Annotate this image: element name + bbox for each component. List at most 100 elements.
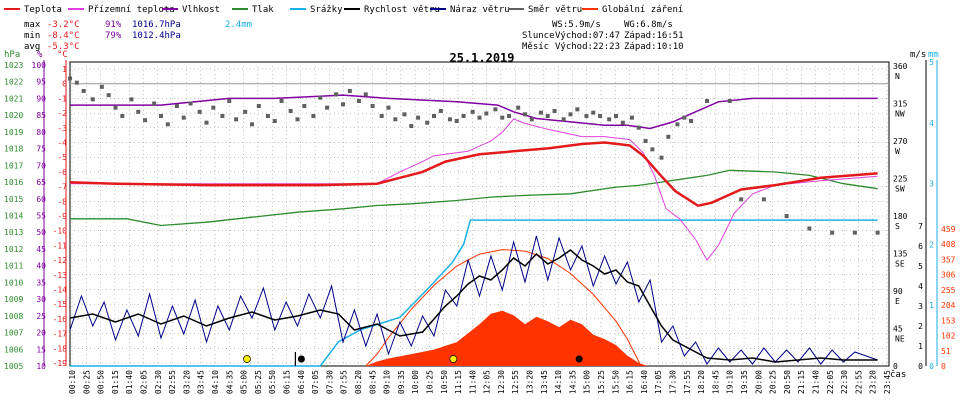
hpa-tick-9: 1014	[4, 212, 23, 221]
x-tick-16: 06:40	[297, 370, 306, 394]
wind-dir-point-8	[129, 97, 134, 102]
wind-dir-point-28	[279, 99, 284, 103]
stat-avg-label: avg	[24, 42, 40, 52]
wind-dir-point-83	[705, 99, 709, 103]
pct-tick-10: 50	[36, 228, 46, 237]
wind-dir-point-29	[288, 109, 293, 113]
wind-dir-point-5	[106, 93, 111, 98]
wind-dir-point-38	[356, 99, 361, 103]
wind-dir-point-89	[830, 230, 835, 235]
x-tick-15: 06:15	[282, 370, 291, 394]
stat-max-temp: -3.2°C	[47, 20, 80, 30]
stat-avg-temp: -5.3°C	[47, 42, 80, 52]
wind-dir-point-91	[875, 230, 880, 235]
axis-ms-unit: m/s	[910, 50, 926, 60]
dir-name-6: E	[895, 297, 900, 306]
x-tick-11: 04:35	[225, 370, 234, 394]
temp-tick-20: -19	[53, 359, 68, 368]
temp-tick-19: -18	[53, 344, 68, 353]
series-theoretical-radiation	[365, 249, 642, 367]
temp-tick-15: -14	[53, 286, 68, 295]
wind-dir-point-81	[682, 115, 687, 120]
pct-tick-14: 30	[36, 295, 46, 304]
moon-set: Západ:10:10	[624, 42, 684, 52]
temp-tick-3: -2	[57, 109, 67, 118]
x-tick-24: 10:00	[411, 370, 420, 394]
mm-tick-5: 0	[929, 362, 934, 371]
wind-dir-point-41	[379, 114, 384, 118]
x-tick-7: 02:55	[168, 370, 177, 394]
x-tick-1: 00:25	[82, 370, 91, 394]
x-tick-20: 08:20	[354, 370, 363, 394]
wind-dir-point-74	[629, 115, 634, 120]
x-tick-29: 12:05	[483, 370, 492, 394]
hpa-tick-3: 1020	[4, 111, 23, 120]
x-tick-44: 18:20	[697, 370, 706, 394]
dir-name-0: N	[895, 72, 900, 81]
x-tick-0: 00:10	[68, 370, 77, 394]
x-tick-27: 11:15	[454, 370, 463, 394]
wind-ws: WS:5.9m/s	[552, 20, 601, 30]
wind-dir-point-71	[607, 117, 612, 122]
plot-area	[68, 76, 889, 367]
dir-tick-7: 45	[893, 325, 903, 334]
temp-tick-2: -1	[57, 94, 67, 103]
pct-tick-2: 90	[36, 94, 46, 103]
wind-dir-point-43	[393, 117, 398, 122]
axis-hpa-unit: hPa	[4, 50, 20, 60]
wind-dir-point-12	[159, 114, 163, 118]
wind-dir-point-70	[598, 114, 603, 118]
wind-dir-point-49	[438, 109, 443, 113]
stat-max-label: max	[24, 20, 41, 30]
mm-tick-4: 1	[929, 301, 934, 310]
wind-dir-point-73	[620, 120, 625, 125]
x-tick-10: 04:10	[211, 370, 220, 394]
x-tick-23: 09:35	[397, 370, 406, 394]
x-tick-30: 12:30	[497, 370, 506, 394]
wind-dir-point-32	[311, 114, 316, 118]
x-tick-57: 23:45	[883, 370, 892, 394]
wm2-tick-3: 306	[941, 271, 956, 280]
x-tick-25: 10:25	[425, 370, 434, 394]
temp-tick-0: 1	[62, 65, 67, 74]
x-tick-48: 20:00	[754, 370, 763, 394]
wind-dir-point-15	[181, 115, 186, 120]
moonrise-marker	[575, 355, 583, 363]
legend-swatch-5	[344, 8, 360, 10]
sun-set: Západ:16:51	[624, 31, 684, 41]
x-tick-31: 12:55	[511, 370, 520, 394]
pct-tick-13: 35	[36, 278, 46, 287]
pct-tick-1: 95	[36, 78, 46, 87]
x-tick-37: 15:25	[597, 370, 606, 394]
ms-tick-3: 4	[918, 282, 923, 291]
x-tick-50: 20:50	[783, 370, 792, 394]
legend-label-0: Teplota	[24, 5, 62, 15]
stat-max-rain: 2.4mm	[225, 20, 252, 30]
x-tick-5: 02:05	[139, 370, 148, 394]
x-tick-17: 07:05	[311, 370, 320, 394]
pct-tick-15: 25	[36, 312, 46, 321]
dir-name-5: SE	[895, 260, 905, 269]
x-tick-6: 02:30	[154, 370, 163, 394]
temp-tick-17: -16	[53, 315, 68, 324]
temp-tick-12: -11	[53, 241, 68, 250]
wind-dir-point-6	[113, 105, 118, 110]
wind-dir-point-82	[689, 119, 694, 123]
x-tick-18: 07:30	[325, 370, 334, 394]
stat-min-label: min	[24, 31, 40, 41]
wind-dir-point-72	[614, 114, 618, 118]
x-tick-54: 22:30	[840, 370, 849, 394]
x-tick-8: 03:20	[182, 370, 191, 394]
temp-tick-6: -5	[57, 153, 67, 162]
x-tick-9: 03:45	[197, 370, 206, 394]
temp-tick-5: -4	[57, 139, 67, 148]
legend-label-1: Přízemní teplota	[88, 5, 175, 15]
wind-dir-point-34	[325, 105, 330, 110]
sun-label: Slunce	[522, 31, 555, 41]
wind-dir-point-77	[650, 147, 655, 152]
wind-dir-point-88	[807, 226, 812, 231]
wind-dir-point-19	[211, 105, 216, 110]
x-tick-14: 05:50	[268, 370, 277, 394]
